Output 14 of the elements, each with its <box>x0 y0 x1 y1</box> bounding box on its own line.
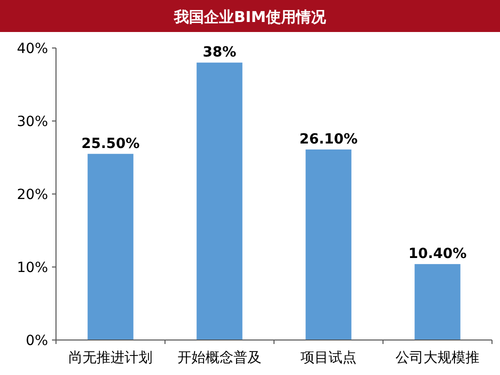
y-tick-label: 30% <box>16 114 48 130</box>
y-tick-label: 40% <box>16 41 48 57</box>
y-tick-label: 0% <box>26 333 48 349</box>
x-tick-label: 尚无推进计划 <box>68 350 152 366</box>
data-label: 38% <box>202 44 236 61</box>
data-label: 25.50% <box>81 136 140 152</box>
x-tick-label: 公司大规模推 <box>396 350 480 366</box>
title: 我国企业BIM使用情况 <box>174 8 326 26</box>
data-label: 10.40% <box>408 246 467 262</box>
x-tick-label: 开始概念普及 <box>178 349 262 366</box>
y-tick-label: 20% <box>16 187 48 203</box>
data-label: 26.10% <box>299 131 358 148</box>
y-tick-label: 10% <box>16 260 48 276</box>
x-tick-label: 项目试点 <box>300 350 356 366</box>
